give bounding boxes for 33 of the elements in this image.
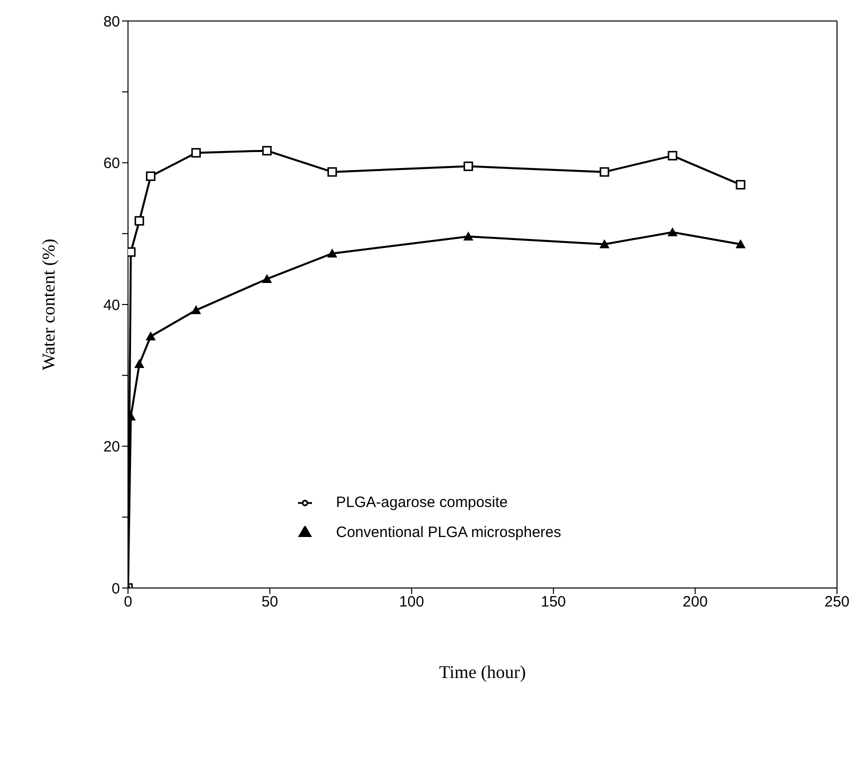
point — [262, 146, 272, 156]
x-axis-title: Time (hour) — [439, 662, 526, 682]
point — [668, 227, 678, 236]
point — [146, 331, 156, 340]
y-tick-label: 80 — [103, 13, 120, 30]
x-tick-label: 50 — [261, 594, 278, 611]
y-tick-label: 60 — [103, 155, 120, 172]
x-tick-label: 150 — [540, 594, 566, 611]
point — [736, 239, 746, 248]
point — [191, 148, 201, 158]
x-tick-label: 250 — [824, 594, 850, 611]
point — [464, 162, 474, 172]
point — [327, 248, 338, 258]
y-tick-label: 40 — [103, 296, 120, 314]
point — [262, 274, 272, 283]
point — [134, 359, 144, 368]
point — [191, 305, 202, 314]
y-tick-label: 20 — [103, 438, 120, 456]
y-axis-title: Water content (%) — [38, 238, 58, 370]
x-tick-label: 200 — [682, 594, 708, 611]
x-tick-label: 0 — [124, 594, 132, 611]
y-tick-label: 0 — [112, 580, 120, 598]
x-tick-label: 100 — [399, 594, 424, 611]
point — [463, 231, 474, 240]
point — [599, 239, 610, 248]
point — [736, 180, 746, 190]
point — [146, 171, 156, 181]
point — [668, 150, 678, 160]
point — [600, 167, 610, 177]
point — [327, 167, 337, 177]
legend-label: Conventional PLGA microspheres — [336, 524, 562, 541]
point — [134, 216, 144, 226]
legend-label: PLGA-agarose composite — [336, 494, 508, 511]
